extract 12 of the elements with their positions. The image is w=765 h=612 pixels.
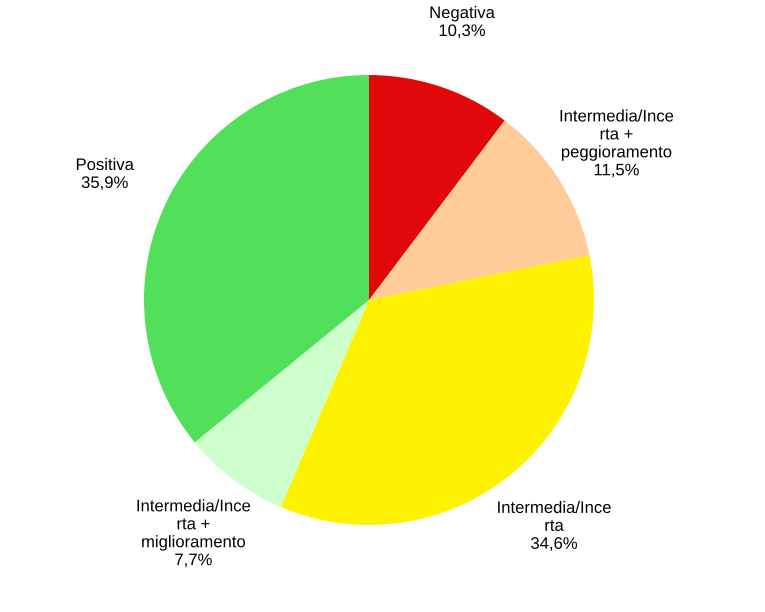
data-label: 34,6% — [531, 537, 578, 551]
slice-label: Intermedia/Ince rta + peggioramento — [560, 109, 674, 161]
slice-label: Intermedia/Ince rta + miglioramento — [137, 499, 250, 551]
pie-slice — [144, 75, 369, 442]
data-label: 35,9% — [82, 176, 128, 190]
slice-label: Positiva — [76, 158, 134, 170]
slice-label: Negativa — [430, 6, 495, 22]
data-label: 10,3% — [440, 24, 486, 38]
slice-label: Intermedia/Ince rta — [498, 500, 611, 532]
pie-slice — [369, 75, 505, 300]
data-label: 7,7% — [175, 554, 212, 568]
data-label: 11,5% — [594, 164, 639, 178]
